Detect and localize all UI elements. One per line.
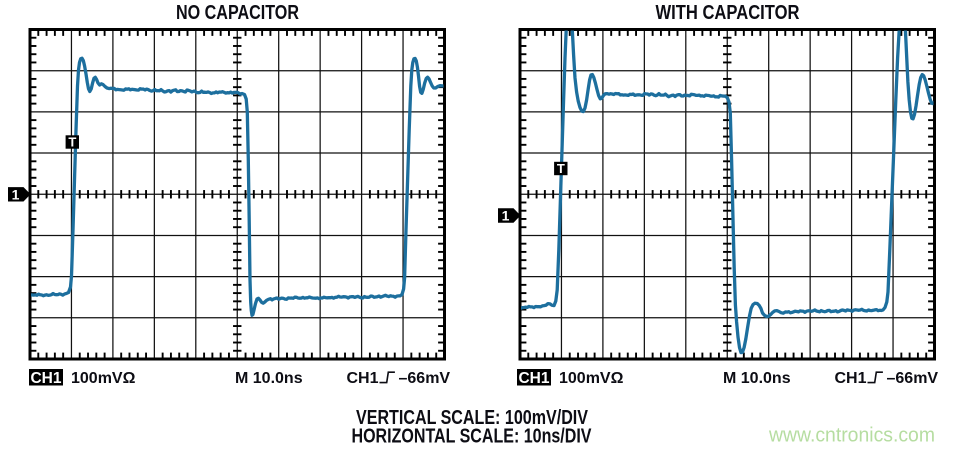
svg-text:VERTICAL SCALE: 100mV/DIV: VERTICAL SCALE: 100mV/DIV (356, 407, 589, 429)
svg-text:NO CAPACITOR: NO CAPACITOR (176, 2, 299, 24)
svg-text:T: T (68, 135, 76, 150)
svg-text:1: 1 (502, 208, 510, 224)
svg-text:–66mV: –66mV (399, 370, 451, 387)
svg-text:www.cntronics.com: www.cntronics.com (768, 425, 935, 447)
svg-text:HORIZONTAL SCALE: 10ns/DIV: HORIZONTAL SCALE: 10ns/DIV (352, 426, 593, 448)
svg-text:T: T (557, 161, 565, 176)
svg-text:CH1: CH1 (347, 370, 379, 387)
svg-text:CH1: CH1 (518, 370, 549, 387)
svg-text:100mVΩ: 100mVΩ (71, 370, 136, 387)
svg-text:–66mV: –66mV (887, 370, 939, 387)
svg-text:CH1: CH1 (30, 370, 61, 387)
svg-text:100mVΩ: 100mVΩ (559, 370, 624, 387)
svg-text:CH1: CH1 (835, 370, 867, 387)
svg-text:WITH CAPACITOR: WITH CAPACITOR (656, 2, 800, 24)
svg-text:M 10.0ns: M 10.0ns (723, 370, 791, 387)
svg-text:M 10.0ns: M 10.0ns (235, 370, 303, 387)
svg-text:1: 1 (12, 186, 20, 202)
